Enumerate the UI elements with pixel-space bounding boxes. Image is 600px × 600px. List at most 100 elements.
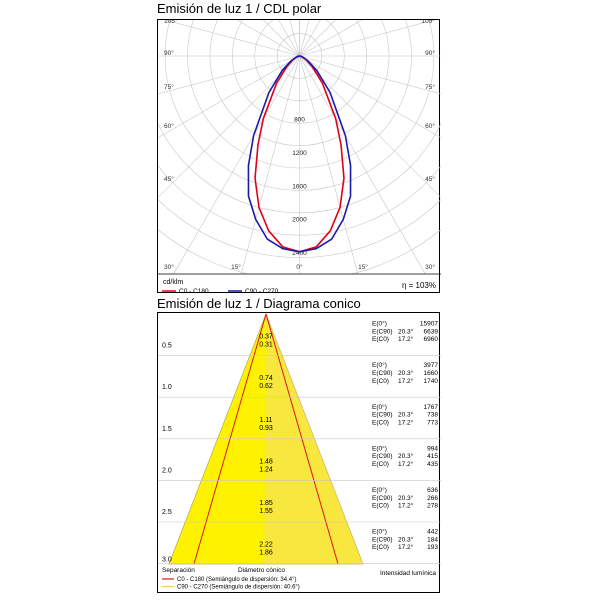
efficiency-label: η = 103% (402, 281, 436, 290)
radial-tick-label: 1600 (292, 183, 307, 190)
intensity-name: E(C0) (372, 544, 389, 551)
distance-label: 2.5 (162, 509, 172, 516)
intensity-name: E(C90) (372, 453, 393, 460)
intensity-value: 1740 (424, 378, 439, 385)
cone-diagram: 0.5 0.370.31 E(0°) 15907 E(C90) 20.3° 6639 E(C0… (158, 313, 441, 591)
distance-label: 3.0 (162, 557, 172, 564)
diameter-c0-label: 1.55 (259, 508, 273, 515)
intensity-value: 415 (427, 453, 438, 460)
diameter-c90-label: 0.74 (259, 375, 273, 382)
diameter-c0-label: 0.31 (259, 342, 273, 349)
grid-spoke (299, 55, 426, 274)
angle-label-left: 60° (164, 122, 174, 130)
intensity-value: 1767 (424, 404, 439, 411)
radial-tick-label: 800 (294, 117, 305, 124)
intensity-name: E(C90) (372, 536, 393, 543)
intensity-value: 773 (427, 419, 438, 426)
angle-label-right: 45° (425, 175, 435, 183)
distance-label: 1.0 (162, 384, 172, 391)
diameter-c90-label: 1.48 (259, 458, 273, 465)
angle-label-bottom: 15° (231, 263, 241, 271)
grid-spoke (299, 20, 363, 57)
intensity-name: E(C0) (372, 461, 389, 468)
unit-label: cd/klm (163, 279, 183, 286)
distance-label: 1.5 (162, 426, 172, 433)
legend-label: C0 - C180 (179, 288, 209, 294)
intensity-name: E(C0) (372, 503, 389, 510)
cone-legend-label: C0 - C180 (Semiángulo de dispersión: 34.… (177, 577, 296, 583)
intensity-name: E(C90) (372, 370, 393, 377)
footer-diametro: Diámetro cónico (238, 567, 285, 574)
diameter-c90-label: 2.22 (259, 542, 273, 549)
intensity-name: E(C0) (372, 378, 389, 385)
intensity-value: 278 (427, 503, 438, 510)
intensity-value: 6960 (424, 336, 439, 343)
intensity-value: 266 (427, 495, 438, 502)
angle-label-bottom: 15° (358, 263, 368, 271)
intensity-name: E(0°) (372, 486, 387, 494)
angle-label-left: 45° (164, 175, 174, 183)
footer-separacion: Separación (162, 567, 195, 574)
diameter-c90-label: 1.11 (259, 417, 272, 424)
intensity-name: E(0°) (372, 528, 387, 536)
intensity-angle: 20.3° (398, 535, 414, 543)
radial-tick-label: 2400 (292, 250, 307, 257)
diameter-c90-label: 1.85 (259, 500, 273, 507)
diameter-c90-label: 0.37 (259, 334, 273, 341)
intensity-angle: 20.3° (398, 327, 414, 335)
grid-spoke (236, 20, 300, 57)
intensity-name: E(0°) (372, 403, 387, 411)
intensity-value: 184 (427, 536, 438, 543)
cone-diagram-title: Emisión de luz 1 / Diagrama conico (157, 296, 361, 311)
grid-spoke (158, 55, 300, 198)
intensity-name: E(0°) (372, 361, 387, 369)
angle-label-right: 90° (425, 49, 435, 57)
intensity-value: 6639 (424, 328, 439, 335)
intensity-angle: 20.3° (398, 411, 414, 419)
intensity-value: 1660 (424, 370, 439, 377)
angle-label-left: 105° (164, 20, 178, 25)
intensity-name: E(C90) (372, 495, 393, 502)
polar-chart-panel: 105° 90° 75° 60° 45° 30° 105° 90° 75° 60° 45° 30° 15… (157, 19, 441, 294)
intensity-name: E(0°) (372, 444, 387, 452)
diameter-c0-label: 1.86 (259, 550, 273, 557)
intensity-value: 15907 (420, 321, 438, 328)
polar-chart-title: Emisión de luz 1 / CDL polar (157, 1, 322, 16)
intensity-value: 435 (427, 461, 438, 468)
polar-chart: 105° 90° 75° 60° 45° 30° 105° 90° 75° 60° 45° 30° 15… (158, 20, 441, 294)
angle-label-bottom: 0° (296, 263, 303, 271)
grid-spoke (240, 55, 300, 274)
legend-label: C90 - C270 (245, 288, 279, 294)
grid-spoke (173, 55, 300, 274)
footer-intensidad: Intensidad lumínica (380, 570, 436, 577)
intensity-value: 994 (427, 445, 438, 452)
intensity-value: 636 (427, 487, 438, 494)
intensity-angle: 17.2° (398, 335, 414, 343)
intensity-angle: 17.2° (398, 502, 414, 510)
angle-label-left: 30° (164, 263, 174, 271)
intensity-value: 738 (427, 412, 438, 419)
intensity-value: 193 (427, 544, 438, 551)
intensity-name: E(C90) (372, 412, 393, 419)
diameter-c0-label: 1.24 (259, 466, 273, 473)
intensity-angle: 20.3° (398, 494, 414, 502)
angle-label-right: 60° (425, 122, 435, 130)
angle-label-right: 105° (422, 20, 436, 25)
intensity-name: E(C0) (372, 419, 389, 426)
grid-spoke (299, 55, 441, 139)
intensity-value: 442 (427, 529, 438, 536)
angle-label-right: 75° (425, 83, 435, 91)
intensity-name: E(C90) (372, 328, 393, 335)
radial-tick-label: 1200 (292, 150, 307, 157)
grid-spoke (299, 55, 441, 198)
grid-spoke (299, 55, 441, 95)
intensity-angle: 20.3° (398, 369, 414, 377)
diameter-c0-label: 0.62 (259, 383, 273, 390)
series-curve (247, 55, 352, 253)
intensity-name: E(0°) (372, 320, 387, 328)
cone-legend-label: C90 - C270 (Semiángulo de dispersión: 40… (177, 585, 300, 591)
grid-spoke (299, 55, 359, 274)
grid-spoke (158, 55, 300, 95)
intensity-angle: 20.3° (398, 452, 414, 460)
distance-label: 0.5 (162, 343, 172, 350)
